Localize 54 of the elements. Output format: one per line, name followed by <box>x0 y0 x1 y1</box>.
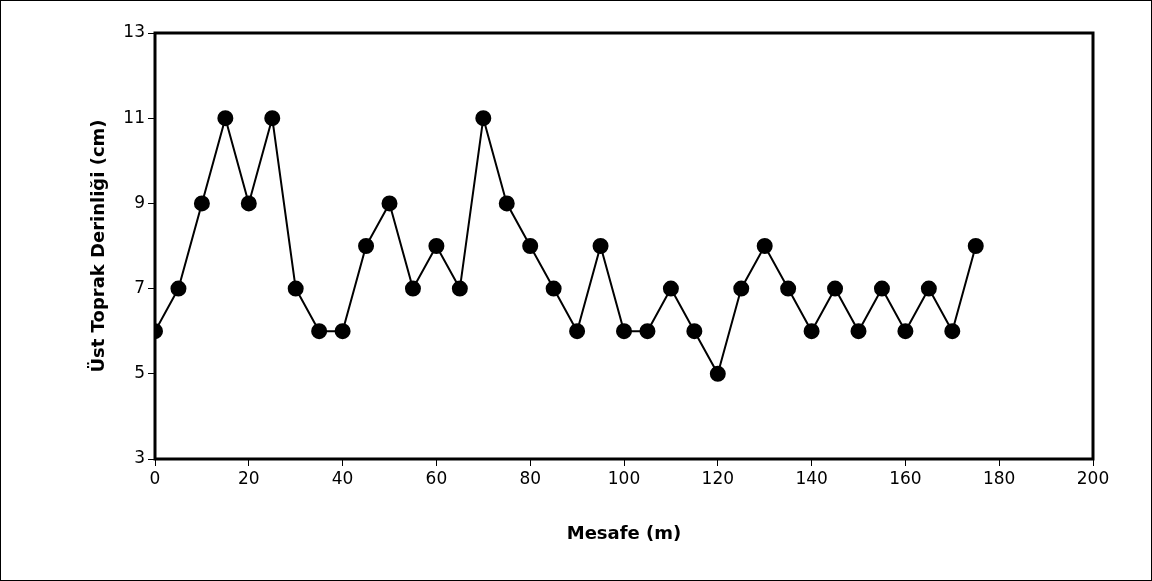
point <box>639 323 656 340</box>
point <box>803 323 820 340</box>
y-axis-title: Üst Toprak Derinliği (cm) <box>87 119 109 373</box>
x-tick-label: 40 <box>331 467 354 488</box>
point <box>287 280 304 297</box>
point <box>944 323 961 340</box>
point <box>827 280 844 297</box>
point <box>498 195 515 212</box>
point <box>616 323 632 340</box>
point <box>475 110 492 127</box>
point <box>428 238 445 254</box>
point <box>545 280 562 297</box>
x-tick-label: 120 <box>701 467 735 488</box>
x-tick-label: 100 <box>607 467 641 488</box>
point <box>873 280 890 297</box>
point <box>404 280 421 297</box>
point <box>709 365 726 382</box>
point <box>170 280 187 297</box>
point <box>662 280 679 297</box>
x-tick-label: 200 <box>1076 467 1110 488</box>
x-tick-label: 140 <box>795 467 828 488</box>
y-tick-label: 5 <box>134 362 145 383</box>
x-axis-title: Mesafe (m) <box>566 521 682 543</box>
point <box>780 280 797 297</box>
point <box>897 323 914 340</box>
point <box>592 238 609 254</box>
point <box>569 323 586 340</box>
point <box>217 110 234 127</box>
point <box>311 323 328 340</box>
x-tick-label: 160 <box>889 467 922 488</box>
point <box>920 280 937 297</box>
point <box>193 195 210 212</box>
point <box>334 323 351 340</box>
point <box>451 280 468 297</box>
point <box>358 238 375 254</box>
point <box>967 238 984 254</box>
y-tick-label: 9 <box>134 191 145 212</box>
y-tick-label: 11 <box>123 106 145 127</box>
point <box>522 238 539 254</box>
x-tick-label: 20 <box>237 467 260 488</box>
y-tick-label: 13 <box>123 21 145 42</box>
x-tick-label: 0 <box>149 467 161 488</box>
y-tick-label: 3 <box>134 447 145 468</box>
point <box>733 280 750 297</box>
x-tick-label: 60 <box>425 467 448 488</box>
y-tick-label: 7 <box>134 277 145 298</box>
point <box>240 195 257 212</box>
x-tick-label: 180 <box>982 467 1016 488</box>
point <box>264 110 281 127</box>
point <box>381 195 398 212</box>
point <box>756 238 773 254</box>
x-tick-label: 80 <box>519 467 542 488</box>
point <box>686 323 703 340</box>
point <box>850 323 867 340</box>
